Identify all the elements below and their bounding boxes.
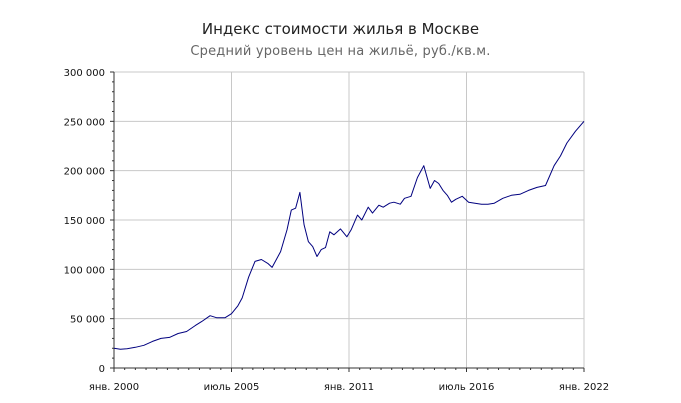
tick-labels: 0 50 000 100 000 150 000 200 000 250 000 300 0… [64,68,609,393]
x-tick-label: янв. 2011 [324,382,374,393]
y-tick-label: 100 000 [64,265,105,276]
x-tick-label: янв. 2000 [89,382,139,393]
chart-subtitle: Средний уровень цен на жильё, руб./кв.м. [190,44,491,59]
y-tick-label: 0 [99,364,105,375]
y-tick-label: 200 000 [64,167,105,178]
chart-title: Индекс стоимости жилья в Москве [201,20,480,38]
gridlines [114,71,585,368]
x-tick-label: янв. 2022 [559,382,609,393]
series-line [113,120,585,350]
x-tick-label: июль 2016 [439,382,495,393]
series [113,120,585,350]
y-tick-label: 250 000 [64,117,105,128]
x-tick-label: июль 2005 [204,382,260,393]
y-tick-label: 300 000 [64,68,105,79]
tick-marks [110,71,585,372]
y-tick-label: 50 000 [70,315,105,326]
y-tick-label: 150 000 [64,216,105,227]
